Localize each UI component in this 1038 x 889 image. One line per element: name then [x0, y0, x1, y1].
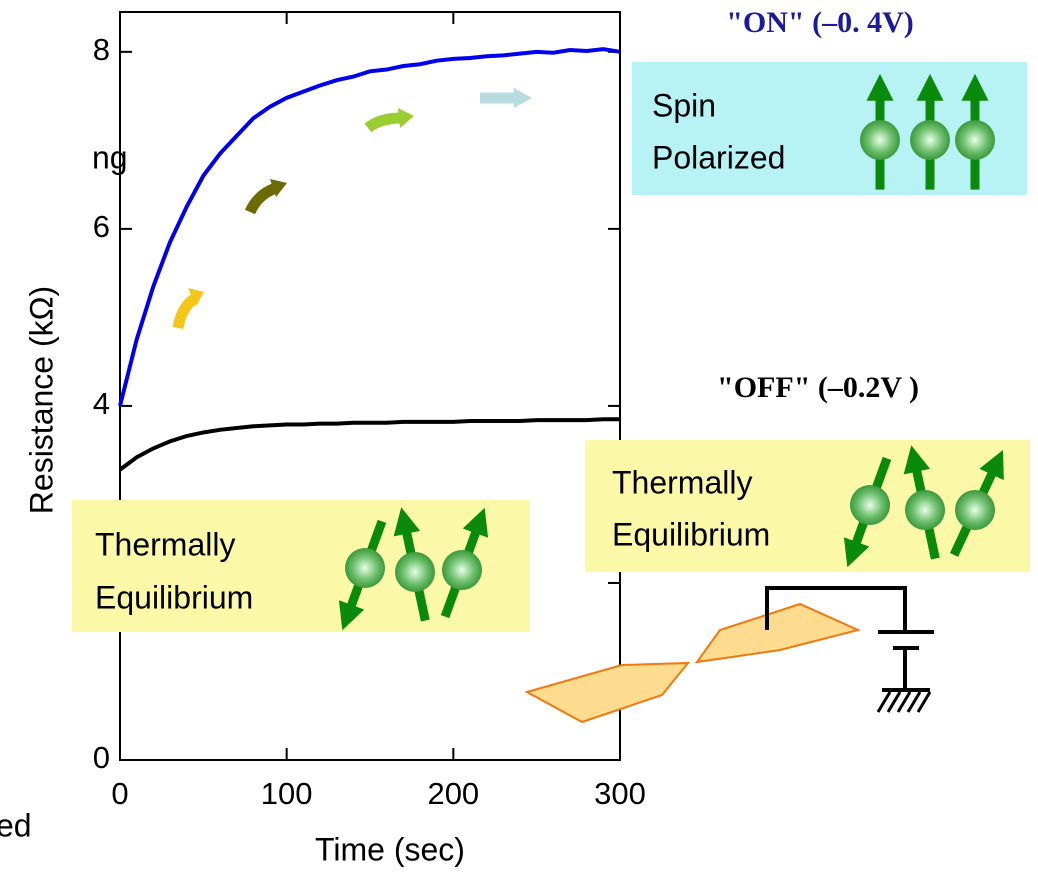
- x-axis-label: Time (sec): [315, 831, 465, 867]
- spin-ball: [395, 552, 435, 592]
- lead: [524, 661, 691, 724]
- spins: [338, 73, 1004, 631]
- lead: [694, 602, 862, 664]
- box-text: Spin: [652, 87, 716, 123]
- ground: [876, 691, 932, 713]
- on-title: "ON" (–0. 4V): [726, 6, 913, 39]
- spin-ball: [955, 120, 995, 160]
- off-title: "OFF" (–0.2V ): [717, 371, 919, 404]
- x-tick-label: 200: [427, 776, 479, 811]
- arrow-head: [514, 88, 532, 108]
- fragment: ed: [0, 807, 32, 843]
- arrow: [172, 293, 199, 330]
- spin-ball: [345, 548, 385, 588]
- spin-ball: [910, 120, 950, 160]
- spin-ball: [850, 485, 890, 525]
- spin-ball: [905, 490, 945, 530]
- series-line: [118, 417, 620, 472]
- circuit: [524, 586, 934, 724]
- fragment: ng: [92, 139, 128, 175]
- arrow: [244, 182, 278, 215]
- box-text: Equilibrium: [612, 516, 770, 552]
- y-axis-label: Resistance (kΩ): [23, 286, 59, 514]
- plot-frame: [119, 11, 621, 761]
- box-text: Polarized: [652, 139, 785, 175]
- box-text: Equilibrium: [95, 579, 253, 615]
- arrow: [364, 112, 403, 133]
- y-tick-label: 6: [93, 209, 110, 244]
- spin-ball: [442, 550, 482, 590]
- x-tick-label: 300: [594, 776, 646, 811]
- y-tick-label: 4: [93, 386, 110, 421]
- x-tick-label: 0: [111, 776, 128, 811]
- spin-ball: [860, 120, 900, 160]
- series-line: [118, 47, 621, 407]
- trend-arrows: [172, 88, 532, 330]
- box-text: Thermally: [95, 526, 235, 562]
- wire: [765, 586, 907, 632]
- x-tick-label: 100: [261, 776, 313, 811]
- y-tick-label: 0: [93, 740, 110, 775]
- arrow-head: [270, 179, 287, 197]
- spin-ball: [955, 490, 995, 530]
- y-tick-label: 8: [93, 32, 110, 67]
- arrow-head: [188, 288, 204, 306]
- arrow-head: [398, 108, 414, 128]
- box-text: Thermally: [612, 464, 752, 500]
- plot: 024680100200300Time (sec)Resistance (kΩ): [23, 11, 646, 867]
